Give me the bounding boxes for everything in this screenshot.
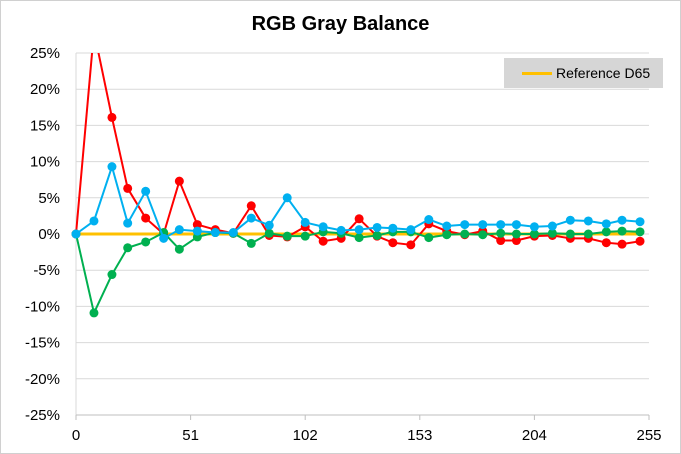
series-point [388,238,398,248]
y-tick-label: -25% [25,407,60,424]
y-tick-label: 20% [30,81,60,98]
series-point [246,238,256,248]
y-tick-label: -5% [33,262,60,279]
legend-swatch-reference [522,71,552,75]
series-point [478,230,488,240]
series-point [617,239,627,249]
series-point [71,229,81,239]
series-point [246,213,256,223]
series-point [635,217,645,227]
y-tick-label: -20% [25,371,60,388]
series-point [511,220,521,230]
series-point [107,270,117,280]
x-tick-label: 204 [522,427,547,444]
y-tick-label: -10% [25,298,60,315]
y-tick-label: 15% [30,117,60,134]
series-point [617,226,627,236]
series-point [617,215,627,225]
series-line [75,230,641,316]
series-point [565,215,575,225]
series-point [141,186,151,196]
series-point [174,225,184,235]
series-point [141,237,151,247]
series-point [583,216,593,226]
series-point [318,236,328,246]
series-point [496,236,506,246]
x-tick-label: 102 [293,427,318,444]
series-point [89,308,99,318]
legend-label-reference: Reference D65 [556,65,651,81]
series-point [123,218,133,228]
series-point [318,222,328,232]
series-point [123,243,133,253]
x-tick-label: 255 [636,427,661,444]
series-point [635,227,645,237]
series-point [174,244,184,254]
series-point [601,219,611,229]
series-point [192,226,202,236]
x-tick-label: 153 [407,427,432,444]
series-point [372,222,382,232]
series-point [601,238,611,248]
series-point [547,228,557,238]
series-point [372,230,382,240]
series-point [89,216,99,226]
series-point [246,201,256,211]
series-point [210,228,220,238]
y-tick-label: 25% [30,45,60,62]
series-point [388,223,398,233]
series-point [141,213,151,223]
series-point [478,220,488,230]
series-point [406,225,416,235]
x-tick-label: 51 [182,427,199,444]
series-point [601,227,611,237]
series-point [336,225,346,235]
series-point [174,176,184,186]
series-point [159,233,169,243]
series-point [529,229,539,239]
y-tick-label: 5% [38,190,60,207]
legend: Reference D65 [504,58,663,88]
series-point [354,225,364,235]
series-point [123,183,133,193]
series-point [565,229,575,239]
series-point [406,240,416,250]
series-point [442,221,452,231]
series-point [300,231,310,241]
series-point [264,228,274,238]
series-point [529,222,539,232]
series-point [460,229,470,239]
series-point [496,228,506,238]
series-point [228,228,238,238]
series-point [547,221,557,231]
series-point [635,236,645,246]
series-point [192,220,202,230]
series-point [511,236,521,246]
series-point [264,220,274,230]
series-point [460,220,470,230]
series-point [354,214,364,224]
y-tick-label: -15% [25,335,60,352]
chart-title: RGB Gray Balance [251,13,430,35]
x-tick-label: 0 [72,427,80,444]
series-point [583,229,593,239]
series-point [354,233,364,243]
series-point [107,112,117,122]
series-point [282,193,292,203]
series-point [424,215,434,225]
series-point [511,229,521,239]
series-point [282,231,292,241]
series-point [424,233,434,243]
y-tick-label: 0% [38,226,60,243]
y-tick-label: 10% [30,154,60,171]
series-point [300,217,310,227]
series-point [107,162,117,172]
series-point [496,220,506,230]
series-point [442,230,452,240]
